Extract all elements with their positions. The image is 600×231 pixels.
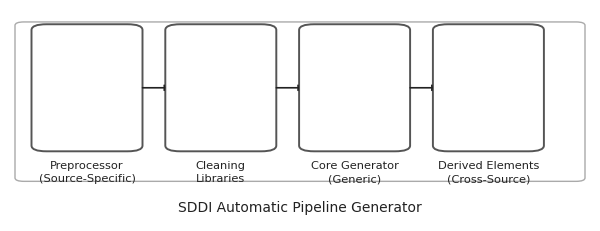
FancyBboxPatch shape <box>433 24 544 151</box>
FancyBboxPatch shape <box>15 22 585 181</box>
FancyBboxPatch shape <box>165 24 276 151</box>
Text: SDDI Automatic Pipeline Generator: SDDI Automatic Pipeline Generator <box>178 201 422 215</box>
FancyBboxPatch shape <box>32 24 143 151</box>
FancyBboxPatch shape <box>299 24 410 151</box>
Text: Derived Elements
(Cross-Source): Derived Elements (Cross-Source) <box>438 161 539 184</box>
Text: Cleaning
Libraries: Cleaning Libraries <box>196 161 246 184</box>
Text: Core Generator
(Generic): Core Generator (Generic) <box>311 161 398 184</box>
Text: Preprocessor
(Source-Specific): Preprocessor (Source-Specific) <box>38 161 136 184</box>
